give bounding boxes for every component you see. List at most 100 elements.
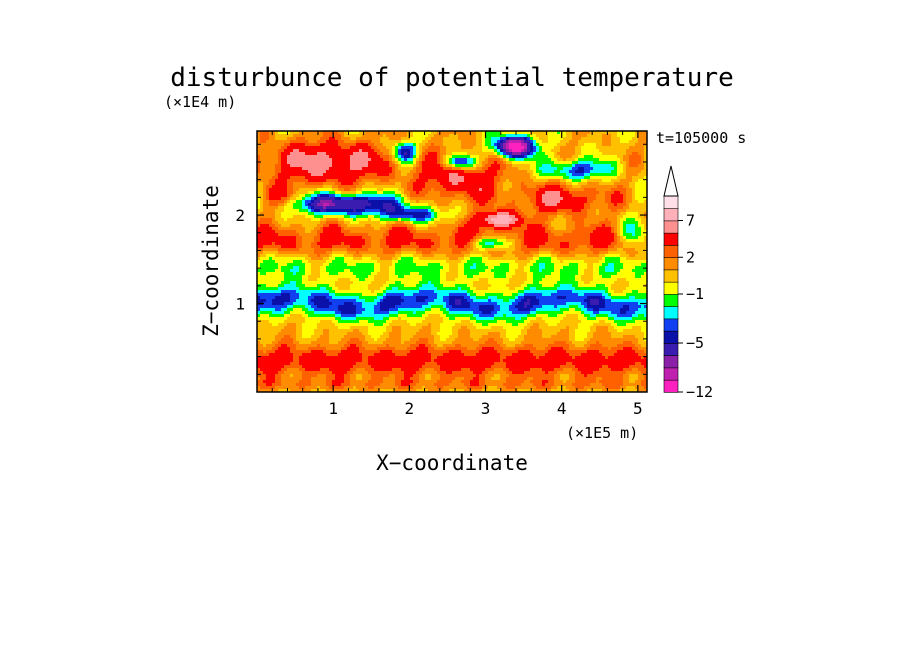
contour-cell — [260, 134, 270, 138]
contour-cell — [584, 260, 600, 264]
contour-cell — [530, 131, 549, 135]
contour-cell — [413, 143, 417, 147]
contour-cell — [614, 236, 618, 240]
contour-cell — [380, 140, 402, 144]
contour-cell — [368, 197, 396, 201]
contour-cell — [536, 164, 543, 168]
contour-cell — [458, 332, 471, 336]
contour-cell — [329, 338, 342, 342]
contour-cell — [392, 170, 396, 174]
contour-cell — [485, 164, 492, 168]
contour-cell — [542, 380, 549, 384]
contour-cell — [563, 215, 573, 219]
contour-cell — [401, 149, 411, 153]
contour-cell — [509, 266, 519, 270]
contour-cell — [566, 143, 579, 147]
contour-cell — [398, 188, 405, 192]
contour-cell — [479, 272, 495, 276]
contour-cell — [491, 311, 498, 315]
contour-cell — [608, 245, 615, 249]
contour-cell — [458, 263, 465, 267]
contour-cell — [356, 218, 369, 222]
contour-cell — [443, 143, 462, 147]
contour-cell — [587, 317, 597, 321]
contour-cell — [539, 206, 585, 210]
contour-cell — [311, 257, 324, 261]
contour-cell — [635, 134, 639, 138]
contour-cell — [452, 182, 459, 186]
contour-cell — [275, 164, 282, 168]
contour-cell — [482, 260, 516, 264]
contour-cell — [392, 320, 408, 324]
contour-cell — [470, 245, 474, 249]
contour-cell — [551, 386, 558, 390]
contour-cell — [281, 383, 297, 387]
contour-cell — [341, 134, 345, 138]
contour-cell — [293, 353, 303, 357]
contour-cell — [380, 302, 402, 306]
contour-cell — [401, 161, 414, 165]
contour-cell — [626, 239, 645, 243]
contour-cell — [353, 281, 372, 285]
contour-cell — [599, 149, 627, 153]
contour-cell — [368, 152, 378, 156]
contour-cell — [257, 272, 261, 276]
contour-cell — [296, 191, 309, 195]
contour-cell — [278, 371, 285, 375]
contour-cell — [398, 386, 414, 390]
contour-cell — [278, 149, 285, 153]
contour-cell — [620, 218, 627, 222]
contour-cell — [281, 245, 297, 249]
contour-cell — [449, 209, 462, 213]
contour-cell — [437, 296, 444, 300]
contour-cell — [494, 143, 498, 147]
contour-cell — [506, 179, 510, 183]
contour-cell — [326, 353, 339, 357]
contour-cell — [386, 242, 411, 246]
contour-cell — [281, 344, 288, 348]
contour-cell — [476, 140, 483, 144]
contour-cell — [437, 212, 459, 216]
contour-cell — [344, 335, 366, 339]
contour-cell — [425, 362, 438, 366]
contour-cell — [398, 287, 420, 291]
contour-cell — [368, 371, 405, 375]
contour-cell — [536, 296, 558, 300]
contour-cell — [395, 347, 408, 351]
contour-cell — [524, 146, 528, 150]
contour-cell — [257, 377, 261, 381]
contour-cell — [470, 251, 489, 255]
contour-cell — [368, 320, 387, 324]
colorbar-tick-label: −12 — [686, 383, 713, 401]
contour-cell — [482, 131, 486, 135]
contour-cell — [509, 146, 525, 150]
contour-cell — [575, 152, 582, 156]
contour-cell — [422, 149, 426, 153]
contour-cell — [380, 305, 396, 309]
contour-cell — [263, 260, 276, 264]
contour-cell — [434, 221, 456, 225]
contour-cell — [479, 377, 486, 381]
contour-cell — [353, 197, 369, 201]
contour-cell — [257, 281, 282, 285]
contour-cell — [545, 185, 561, 189]
contour-cell — [431, 356, 438, 360]
contour-cell — [473, 236, 477, 240]
contour-cell — [527, 284, 543, 288]
contour-cell — [434, 143, 444, 147]
contour-cell — [476, 167, 483, 171]
contour-cell — [566, 182, 573, 186]
contour-cell — [611, 287, 627, 291]
contour-cell — [521, 245, 528, 249]
contour-cell — [320, 266, 327, 270]
contour-cell — [401, 341, 405, 345]
contour-cell — [266, 194, 270, 198]
contour-cell — [257, 212, 261, 216]
contour-cell — [362, 356, 369, 360]
contour-cell — [305, 320, 321, 324]
contour-cell — [317, 344, 321, 348]
contour-cell — [497, 386, 507, 390]
contour-cell — [383, 377, 396, 381]
contour-cell — [410, 152, 414, 156]
contour-cell — [590, 206, 609, 210]
